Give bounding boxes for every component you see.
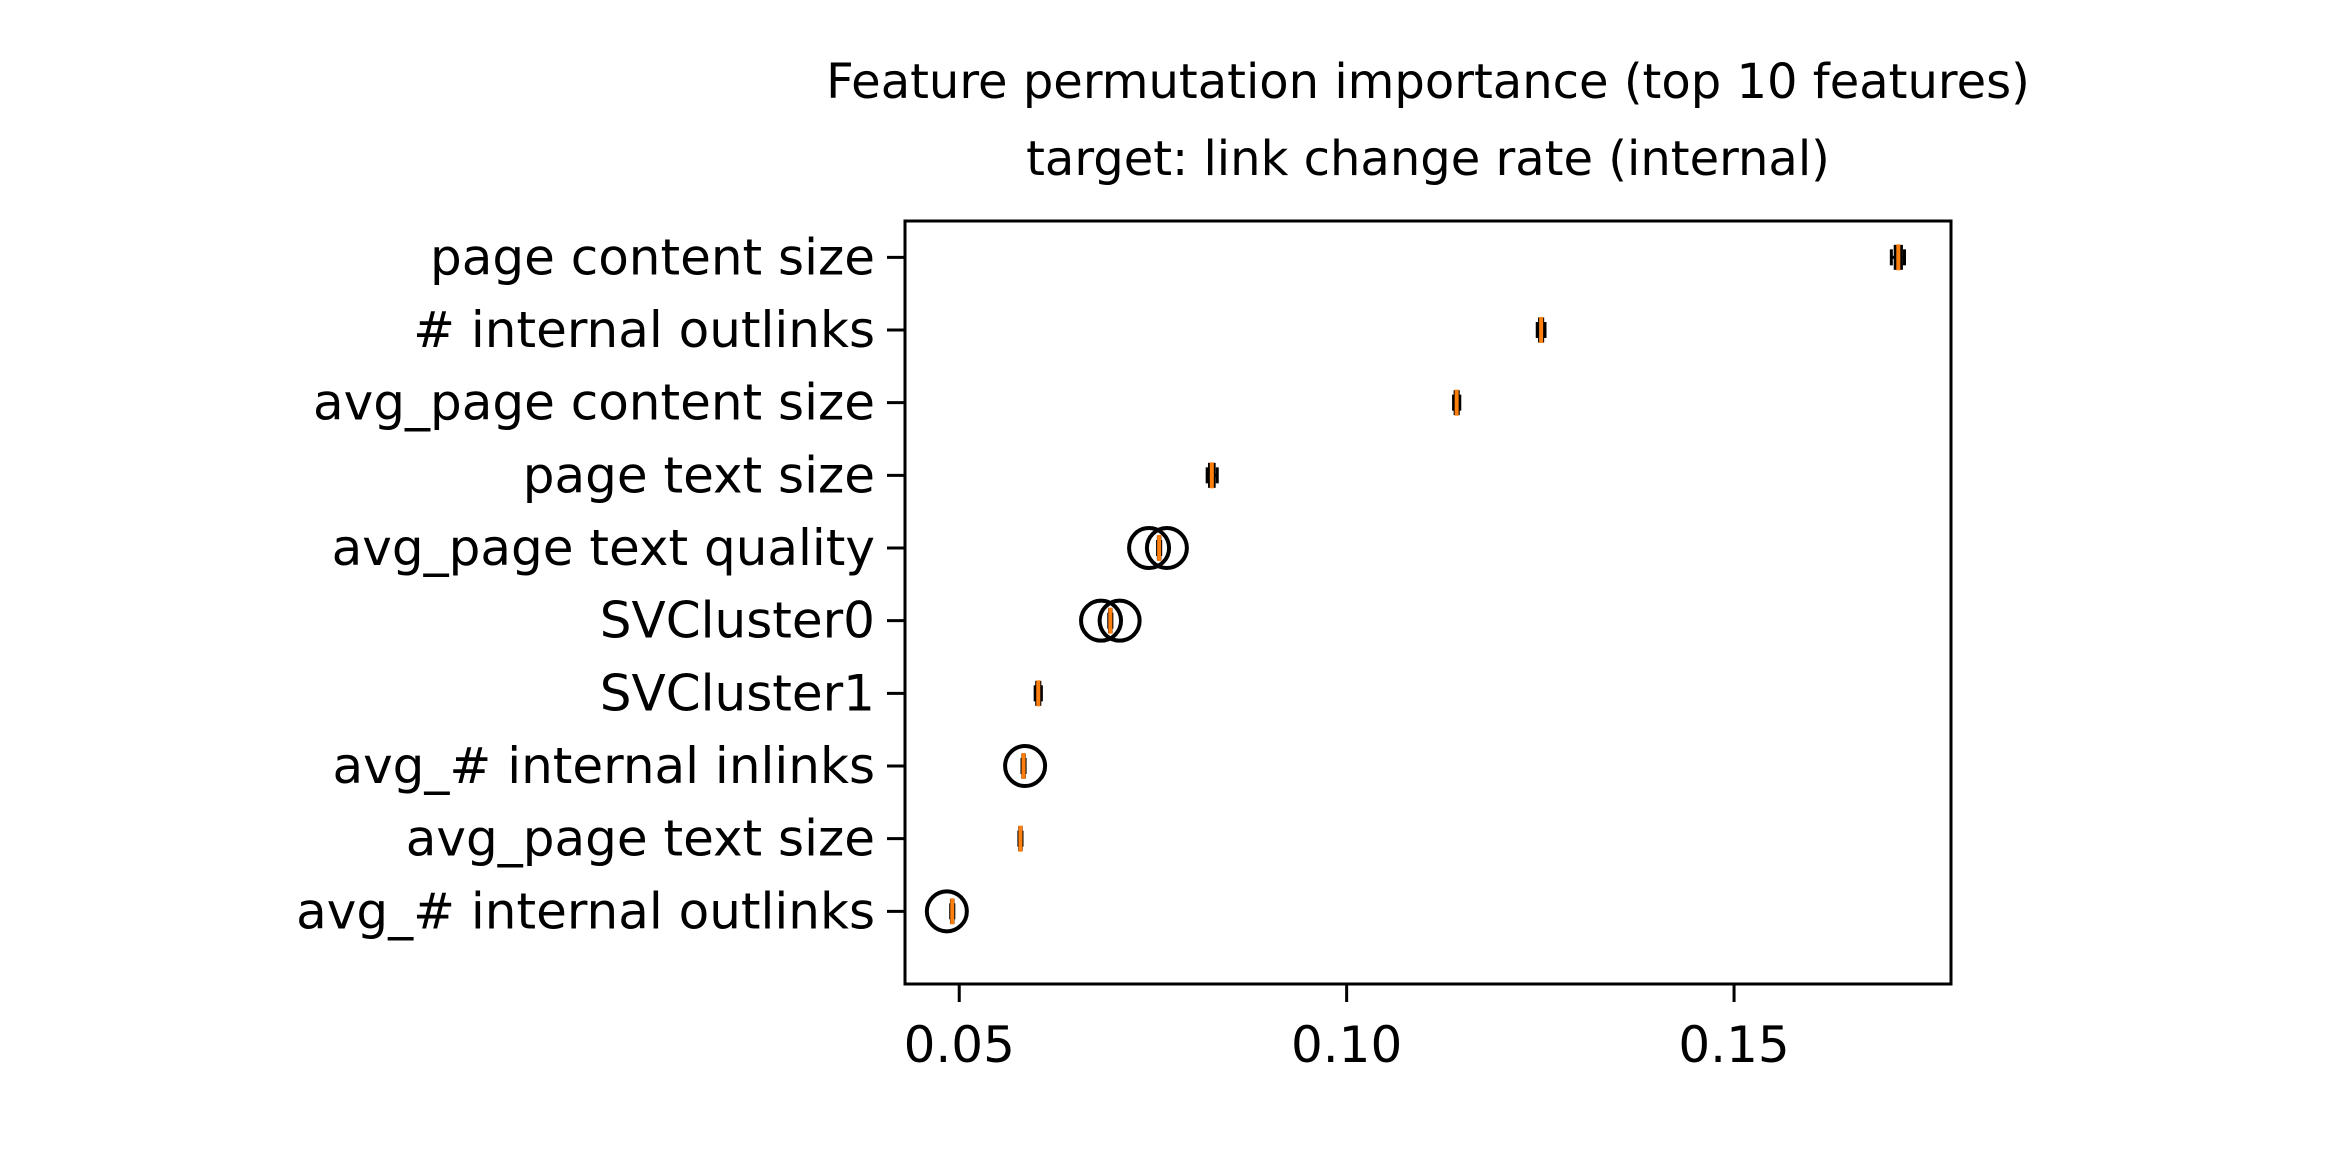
boxplot-8 [1017, 825, 1024, 852]
boxplot-9 [924, 889, 969, 934]
outlier-point [924, 889, 969, 934]
y-tick-label: page text size [523, 446, 875, 504]
x-tick-label: 0.15 [1678, 1016, 1789, 1074]
y-tick-label: page content size [430, 228, 875, 286]
y-tick-label: SVCluster0 [600, 592, 875, 650]
boxplot-4 [1127, 526, 1189, 570]
boxplot-2 [1452, 389, 1462, 416]
chart-subtitle: target: link change rate (internal) [1026, 131, 1830, 187]
y-tick-label: avg_# internal outlinks [296, 882, 875, 940]
boxplots [924, 244, 1907, 934]
outlier-point [1097, 598, 1142, 643]
y-tick-label: # internal outlinks [413, 301, 875, 359]
chart-title: Feature permutation importance (top 10 f… [826, 54, 2030, 110]
boxplot-7 [1003, 744, 1048, 788]
boxplot-5 [1079, 598, 1142, 643]
boxplot-1 [1535, 317, 1547, 343]
y-axis: page content size # internal outlinks avg_… [296, 228, 905, 940]
outlier-point [1079, 598, 1124, 643]
outlier-point [1144, 526, 1189, 570]
x-tick-label: 0.10 [1291, 1016, 1402, 1074]
outlier-point [1003, 744, 1048, 788]
plot-area-frame [903, 219, 1953, 986]
boxplot-3 [1205, 462, 1219, 489]
x-tick-label: 0.05 [904, 1016, 1015, 1074]
y-tick-label: avg_page text quality [332, 519, 875, 577]
y-tick-label: avg_page content size [313, 374, 875, 432]
y-tick-label: avg_# internal inlinks [332, 737, 875, 795]
x-axis: 0.05 0.10 0.15 [904, 984, 1790, 1074]
y-tick-label: avg_page text size [406, 810, 875, 868]
y-tick-label: SVCluster1 [600, 664, 875, 722]
outlier-point [1127, 526, 1172, 570]
boxplot-0 [1889, 244, 1907, 271]
boxplot-6 [1033, 680, 1043, 707]
